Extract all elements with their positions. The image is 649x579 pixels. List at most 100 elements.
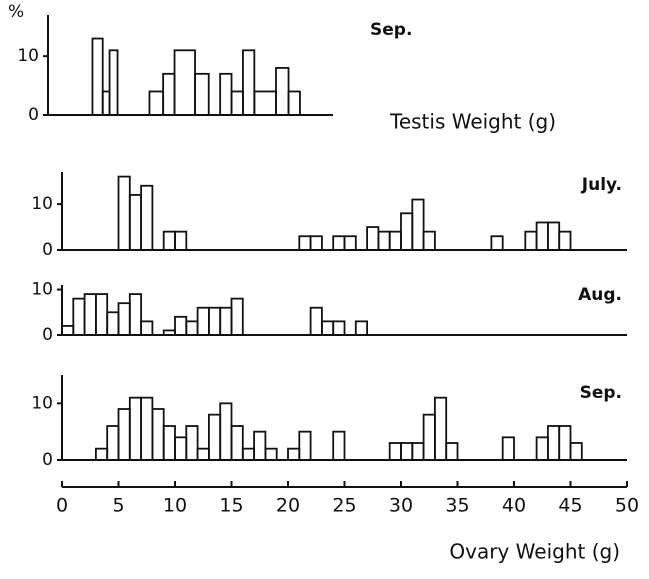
bar: [287, 90, 301, 116]
bar: [95, 447, 109, 461]
bar: [185, 320, 199, 336]
bar: [230, 297, 244, 336]
bar: [366, 226, 380, 251]
x-tick-label: 0: [56, 495, 68, 517]
bar: [558, 230, 572, 251]
x-tick-label: 30: [389, 495, 413, 517]
bar: [101, 90, 111, 116]
bar: [501, 436, 515, 461]
bar: [117, 175, 131, 251]
bar: [332, 430, 346, 461]
bar: [162, 329, 176, 336]
panel-title: Aug.: [578, 285, 622, 305]
y-tick-label: 10: [31, 393, 53, 413]
bar: [219, 306, 233, 336]
bar: [275, 67, 290, 116]
bar: [433, 396, 448, 461]
y-tick-label: 0: [42, 450, 53, 470]
x-tick-label: 20: [276, 495, 300, 517]
bar: [196, 306, 210, 336]
bar: [298, 430, 312, 461]
y-tick-label: 10: [17, 46, 39, 66]
bar: [140, 396, 154, 461]
y-tick-label: 0: [42, 325, 53, 345]
bar: [151, 408, 165, 461]
bar: [194, 72, 210, 116]
x-tick-label: 35: [445, 495, 469, 517]
bar: [174, 230, 188, 251]
bar: [162, 72, 176, 116]
bar: [140, 184, 154, 251]
x-tick-label: 45: [558, 495, 582, 517]
panel-title: Sep.: [370, 20, 412, 40]
bar: [569, 442, 583, 461]
x-tick-label: 5: [112, 495, 124, 517]
bar: [95, 293, 109, 336]
x-tick-label: 40: [502, 495, 526, 517]
bar: [230, 425, 244, 461]
bar: [422, 230, 436, 251]
bar: [108, 49, 119, 116]
bar: [388, 230, 402, 251]
bar: [309, 235, 323, 251]
bar: [524, 230, 538, 251]
bar: [219, 72, 233, 116]
bar: [196, 447, 210, 461]
bar: [411, 442, 425, 461]
bar: [128, 396, 143, 461]
bar: [547, 425, 561, 461]
bar: [106, 311, 120, 336]
bar: [332, 320, 346, 336]
bar: [72, 297, 86, 336]
bar: [242, 49, 256, 116]
bar: [547, 221, 561, 251]
bar: [309, 306, 323, 336]
x-tick-label: 50: [615, 495, 639, 517]
bar: [490, 235, 504, 251]
bar: [298, 235, 312, 251]
y-tick-label: 10: [31, 280, 53, 300]
bar: [241, 447, 256, 461]
x-axis-label: Testis Weight (g): [389, 110, 556, 134]
bar: [219, 402, 233, 461]
bar: [422, 413, 436, 461]
y-tick-label: 10: [31, 194, 53, 214]
bar: [230, 90, 244, 116]
panel-title: July.: [581, 175, 622, 195]
x-tick-label: 10: [163, 495, 187, 517]
bar: [264, 447, 278, 461]
bar: [207, 306, 222, 336]
bar: [148, 90, 165, 116]
bar: [185, 425, 199, 461]
bar: [343, 235, 357, 251]
bar: [535, 221, 549, 251]
bar: [253, 90, 277, 116]
bar: [61, 325, 75, 336]
bar: [558, 425, 572, 461]
bar: [207, 413, 222, 461]
bar: [128, 293, 143, 336]
bar: [83, 293, 97, 336]
bar: [253, 430, 267, 461]
bar: [332, 235, 346, 251]
bar: [287, 447, 301, 461]
bar: [117, 302, 131, 336]
y-tick-label: 0: [28, 105, 39, 125]
bar: [162, 230, 176, 251]
x-tick-label: 25: [332, 495, 356, 517]
bar: [140, 320, 154, 336]
y-axis-label: %: [8, 2, 24, 22]
bar: [400, 442, 414, 461]
bar: [377, 230, 391, 251]
bar: [445, 442, 459, 461]
x-axis-label: Ovary Weight (g): [449, 540, 620, 564]
bar: [354, 320, 368, 336]
bar: [388, 442, 402, 461]
panel-title: Sep.: [580, 383, 622, 403]
bar: [320, 320, 335, 336]
bar: [411, 198, 425, 251]
bar: [106, 425, 120, 461]
bar: [173, 49, 196, 116]
bar: [400, 212, 414, 251]
